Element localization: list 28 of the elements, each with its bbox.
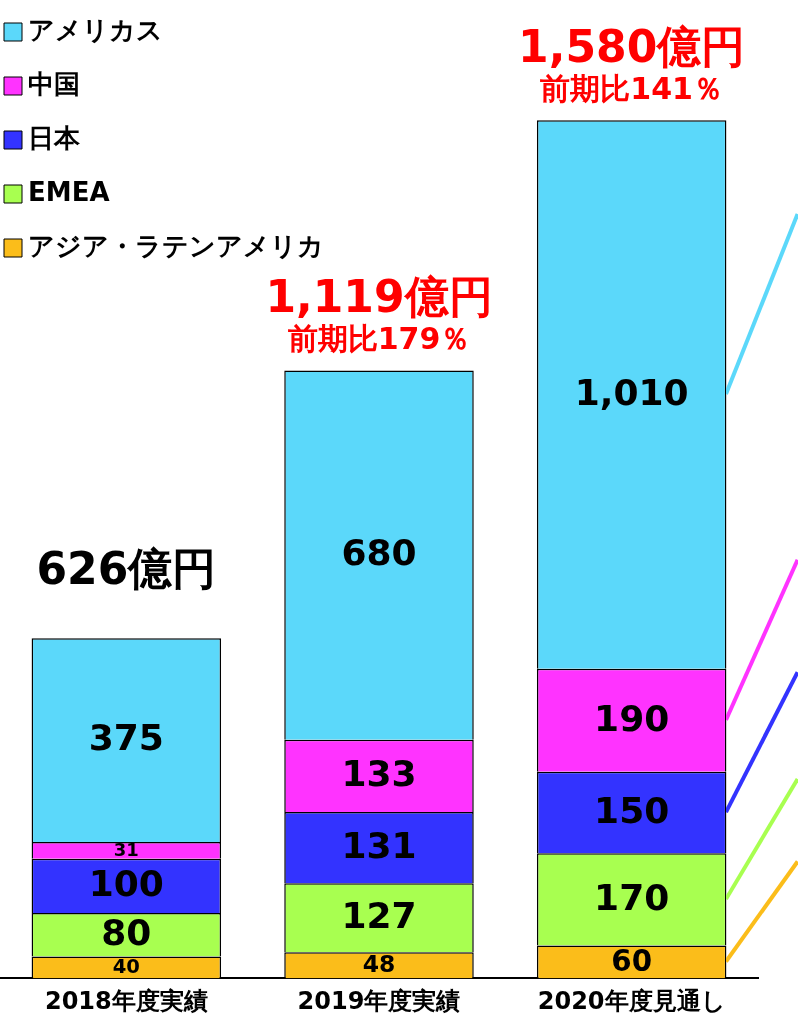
data-label: 680: [341, 532, 417, 574]
x-tick-label: 2018年度実績: [44, 986, 208, 1015]
data-label: 60: [611, 943, 653, 978]
data-label: 131: [341, 824, 417, 866]
data-label: 375: [88, 717, 164, 759]
legend-label: アジア・ラテンアメリカ: [28, 230, 324, 261]
total-label: 1,119億円: [265, 270, 493, 322]
annotation: 前期比141％: [540, 70, 723, 106]
data-label: 80: [101, 912, 152, 954]
data-label: 1,010: [574, 371, 689, 413]
x-tick-label: 2020年度見通し: [537, 986, 726, 1015]
x-tick-label: 2019年度実績: [297, 986, 461, 1015]
data-label: 31: [113, 838, 139, 860]
data-label: 170: [594, 876, 670, 918]
legend-label: アメリカス: [28, 14, 163, 45]
legend-label: 中国: [28, 68, 80, 99]
data-label: 150: [594, 789, 670, 831]
legend-label: EMEA: [28, 176, 110, 207]
total-label: 626億円: [36, 542, 217, 594]
data-label: 133: [341, 753, 417, 795]
data-label: 190: [594, 697, 670, 739]
data-label: 40: [112, 955, 140, 979]
data-label: 127: [341, 895, 417, 937]
data-label: 48: [362, 950, 396, 979]
data-label: 100: [88, 863, 164, 905]
annotation: 前期比179％: [287, 321, 471, 357]
total-label: 1,580億円: [518, 20, 746, 72]
legend-label: 日本: [28, 122, 81, 153]
